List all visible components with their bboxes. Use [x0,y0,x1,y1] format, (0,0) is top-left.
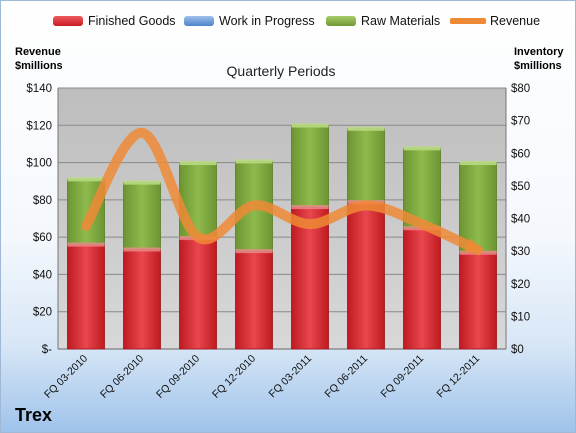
bar-finished-goods [235,250,273,350]
bar-raw-materials-cap [403,146,441,151]
bar-raw-materials [347,128,385,203]
right-tick-label: $50 [511,181,530,193]
bar-raw-materials-cap [459,161,497,166]
bar-raw-materials [123,182,161,250]
finished-goods-swatch [53,16,83,26]
legend-revenue: Revenue [450,14,540,28]
bar-finished-goods [347,201,385,350]
raw-materials-swatch [326,16,356,26]
right-tick-label: $70 [511,116,530,128]
bar-finished-goods [291,206,329,350]
right-tick-label: $10 [511,311,530,323]
right-tick-label: $80 [511,83,530,95]
left-tick-label: $60 [33,232,52,244]
x-tick-label: FQ 06-2010 [98,353,146,401]
left-tick-label: $120 [26,120,52,132]
right-tick-label: $0 [511,344,524,356]
bar-finished-goods [179,237,217,350]
bar-raw-materials-cap [291,123,329,128]
right-axis-title: Inventory $millions [514,45,564,73]
legend-raw-materials: Raw Materials [326,14,440,28]
right-tick-label: $30 [511,246,530,258]
bar-finished-goods-cap [67,242,105,247]
company-name: Trex [15,405,53,425]
legend-finished-goods: Finished Goods [53,14,176,28]
x-tick-label: FQ 03-2010 [42,353,90,401]
right-tick-label: $60 [511,148,530,160]
x-tick-label: FQ 12-2010 [210,353,258,401]
left-tick-label: $20 [33,307,52,319]
bar-raw-materials-cap [67,177,105,182]
right-axis-title-line1: Inventory [514,46,564,58]
revenue-line [81,127,483,256]
legend-work-in-progress: Work in Progress [184,14,315,28]
left-axis-title: Revenue $millions [15,45,63,73]
revenue-swatch [450,18,486,24]
left-tick-label: $100 [26,158,52,170]
bar-raw-materials-cap [123,180,161,185]
x-tick-label: FQ 03-2011 [267,353,315,401]
legend: Finished Goods Work in Progress Raw Mate… [1,14,575,34]
bar-finished-goods-cap [123,247,161,252]
legend-raw-materials-label: Raw Materials [361,14,441,28]
x-tick-label: FQ 09-2011 [379,353,427,401]
bar-raw-materials-cap [347,126,385,131]
bar-finished-goods [67,244,105,350]
chart-title: Quarterly Periods [226,63,336,79]
work-in-progress-swatch [184,16,214,26]
legend-work-in-progress-label: Work in Progress [219,14,315,28]
legend-finished-goods-label: Finished Goods [88,14,176,28]
bar-finished-goods-cap [291,205,329,210]
left-tick-label: $140 [26,83,52,95]
bar-raw-materials-cap [179,161,217,166]
left-axis-title-line2: $millions [15,60,63,72]
left-tick-label: $80 [33,195,52,207]
bar-finished-goods [123,249,161,350]
right-axis-title-line2: $millions [514,60,562,72]
revenue-arrowhead [464,238,482,253]
bar-finished-goods [459,252,497,350]
legend-revenue-label: Revenue [490,14,541,28]
left-tick-label: $40 [33,269,52,281]
left-tick-label: $- [42,344,52,356]
right-tick-label: $20 [511,279,530,291]
x-tick-label: FQ 12-2011 [435,353,483,401]
bar-finished-goods [403,227,441,350]
bar-raw-materials [291,125,329,208]
bar-raw-materials-cap [235,159,273,164]
bar-raw-materials [459,162,497,254]
right-tick-label: $40 [511,214,530,226]
x-tick-label: FQ 09-2010 [154,353,202,401]
x-tick-label: FQ 06-2011 [323,353,371,401]
left-axis-title-line1: Revenue [15,46,61,58]
bar-finished-goods-cap [235,249,273,254]
